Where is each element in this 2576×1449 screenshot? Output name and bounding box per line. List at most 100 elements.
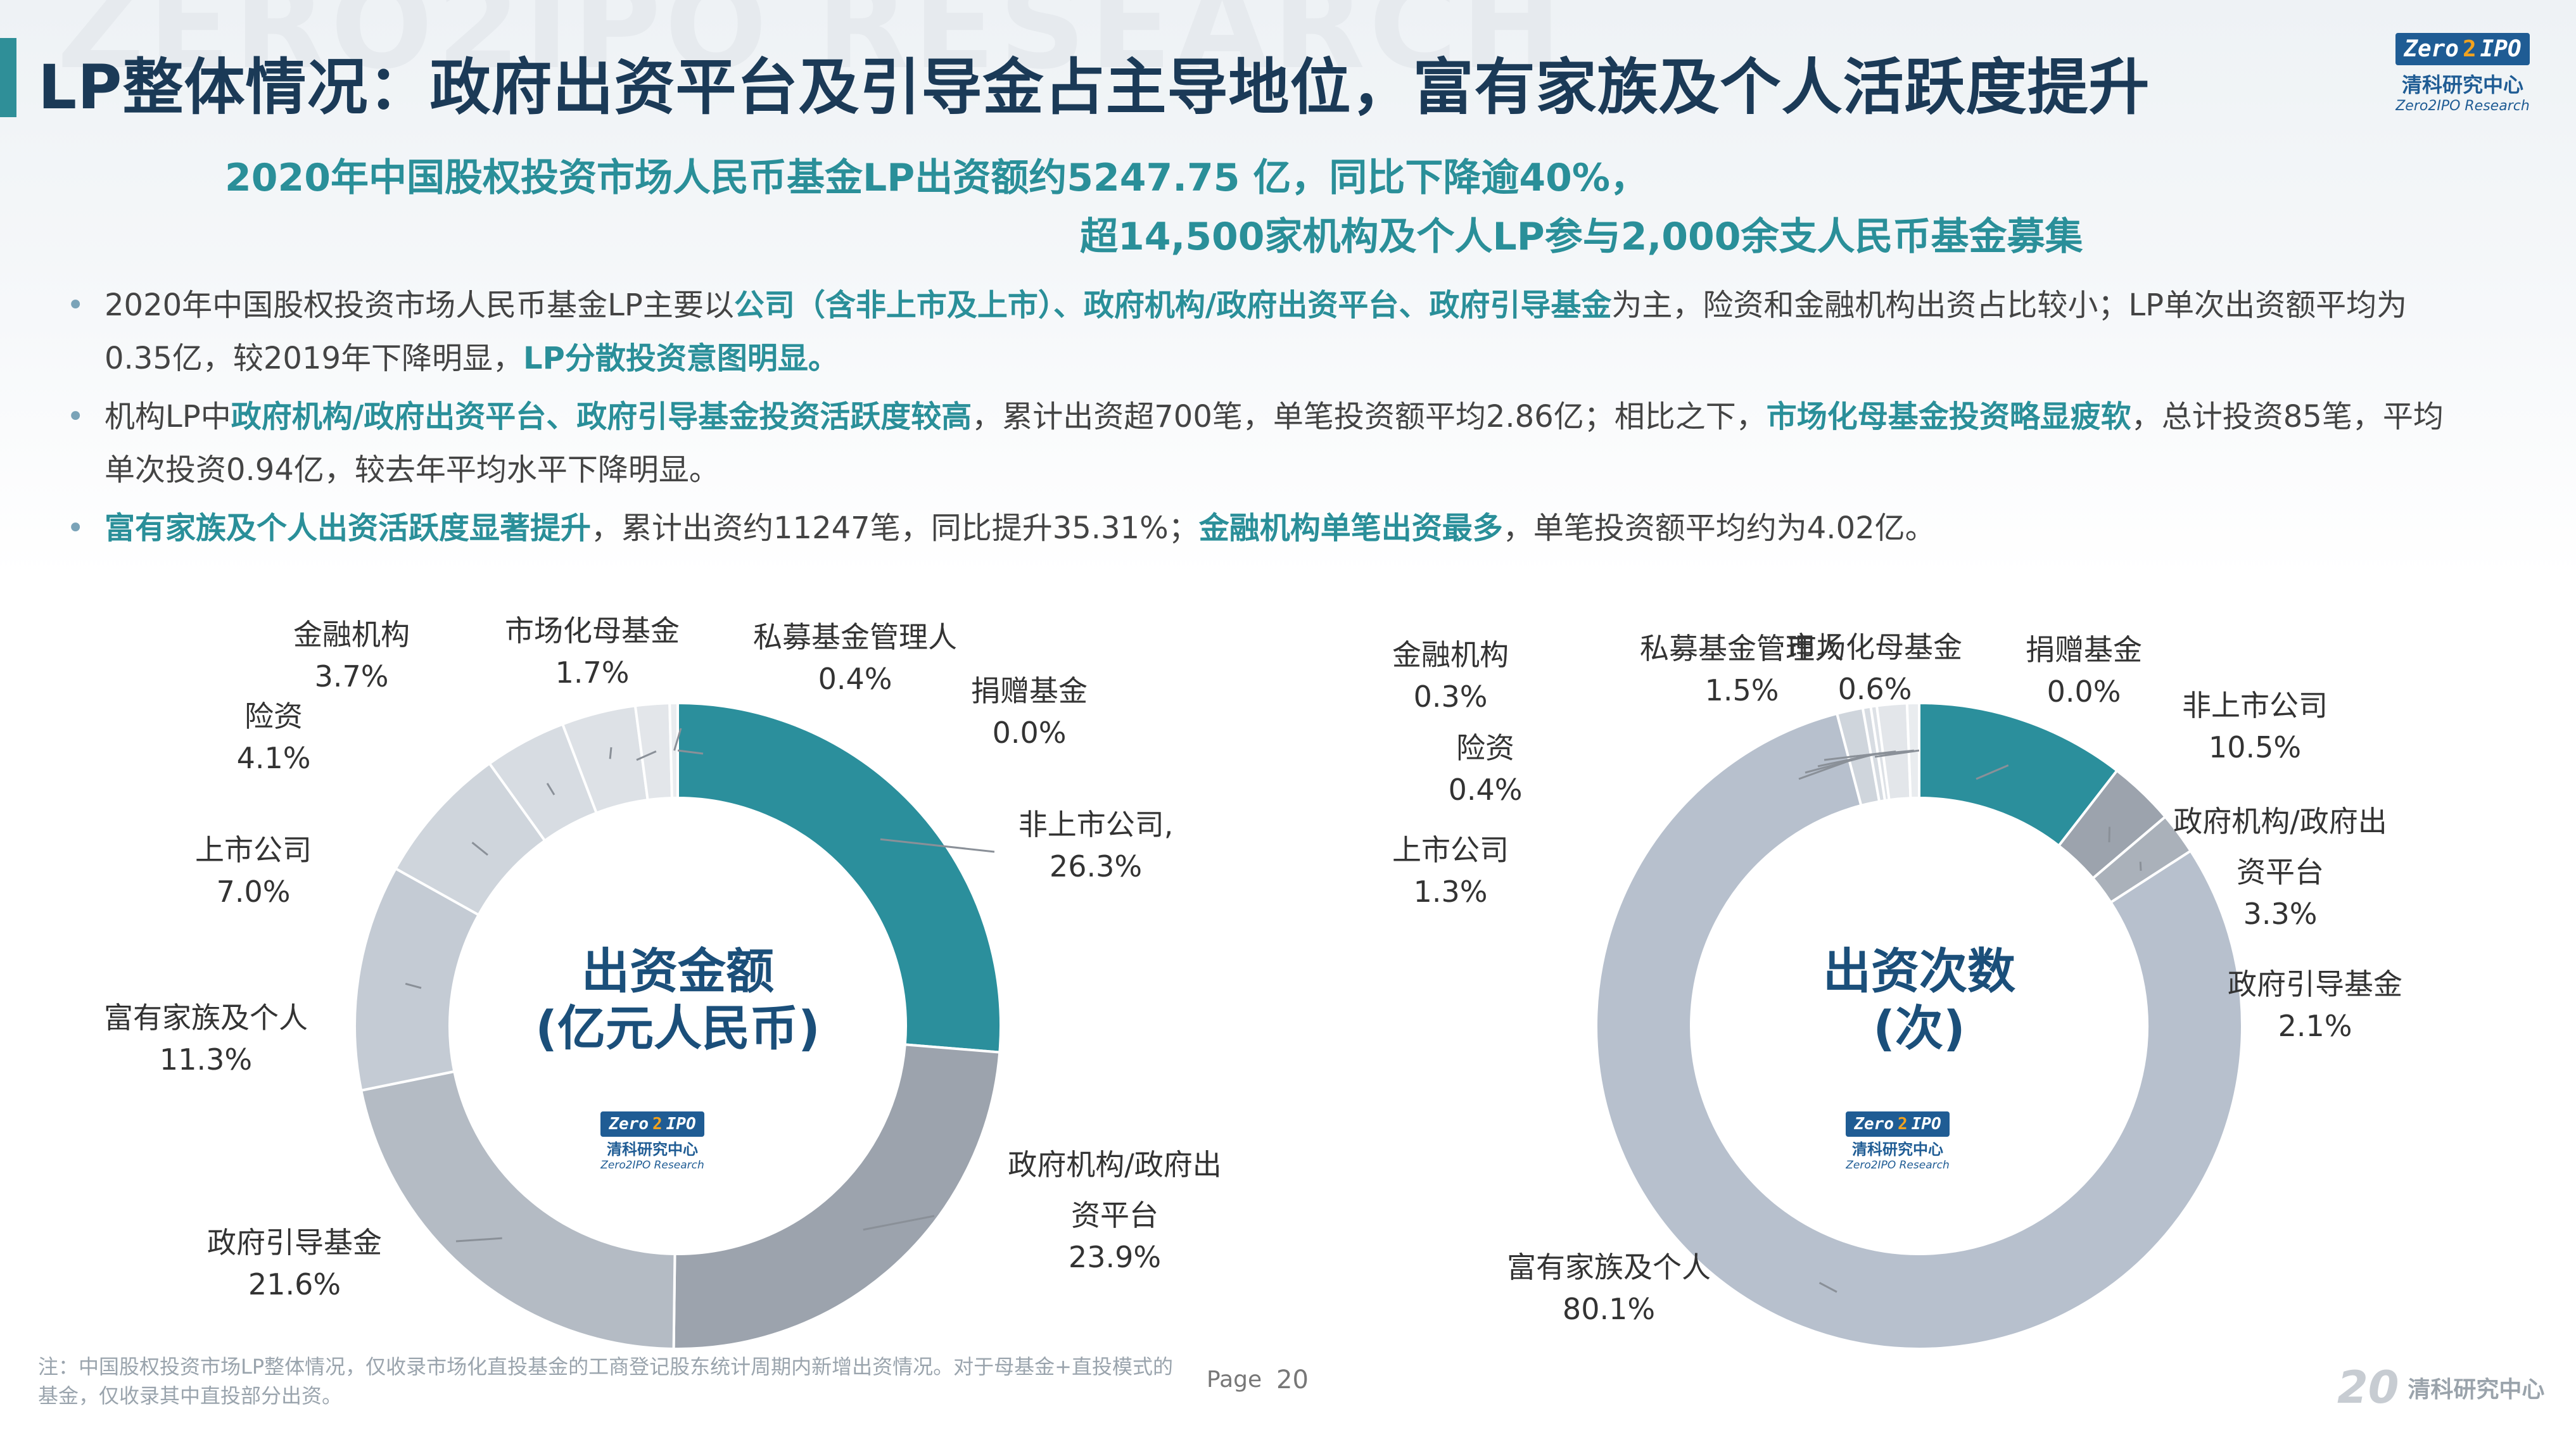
donut-hole [451, 799, 904, 1253]
bullet-dot: • [67, 399, 85, 434]
leader-line [1976, 764, 2009, 780]
donut-slice [359, 1070, 676, 1350]
slice-label-name: 上市公司 [195, 833, 312, 867]
leader-line [609, 747, 612, 759]
slice-label-value: 7.0% [217, 875, 291, 909]
bullet-list: • 2020年中国股权投资市场人民币基金LP主要以公司（含非上市及上市）、政府机构… [67, 279, 2473, 560]
leader-line [1874, 749, 1920, 758]
slice-label-name: 资平台 [1071, 1198, 1158, 1232]
chart-center-title: 出资金额 [581, 943, 774, 999]
slice-label-name: 险资 [1456, 731, 1514, 765]
leader-line [880, 838, 995, 853]
header-background [0, 0, 2576, 576]
slice-label-value: 1.7% [555, 655, 630, 690]
chart-center-subtitle: (亿元人民币) [535, 1000, 820, 1056]
chart1-logo: Zero 2 IPO 清科研究中心 Zero2IPO Research [589, 1111, 716, 1172]
slice-label-value: 3.3% [2243, 897, 2318, 931]
slice-label-name: 险资 [244, 699, 303, 733]
headline-line-1: 2020年中国股权投资市场人民币基金LP出资额约5247.75 亿，同比下降逾4… [225, 156, 1648, 200]
leader-line [1818, 1282, 1837, 1293]
bullet-item: • 富有家族及个人出资活跃度显著提升，累计出资约11247笔，同比提升35.31%… [67, 502, 2473, 555]
chart1-logo-badge: Zero 2 IPO [600, 1111, 704, 1137]
leader-line [863, 1215, 935, 1231]
bullet-text: 为主，险资和金融机构出资占比较小；LP单次出资额平均为0.35亿，较2019年下… [105, 288, 2408, 376]
slice-label-value: 0.0% [993, 716, 1067, 750]
chart1-logo-cn: 清科研究中心 [607, 1141, 698, 1158]
logo-cn: 清科研究中心 [2401, 73, 2523, 97]
bullet-text: 机构LP中 [105, 399, 231, 434]
bullet-highlight-text: 政府机构/政府出资平台、政府引导基金投资活跃度较高 [231, 399, 972, 434]
slice-label-value: 2.1% [2278, 1009, 2352, 1043]
slice-label-value: 0.6% [1838, 672, 1912, 706]
logo-badge-right: IPO [2480, 36, 2522, 62]
leader-line [471, 842, 488, 856]
slice-label-name: 市场化母基金 [505, 614, 680, 648]
page-label: Page [1207, 1367, 1262, 1393]
slice-label-value: 1.5% [1705, 673, 1779, 707]
donut-slice [676, 701, 1002, 1054]
watermark-text: ZERO2IPO RESEARCH [57, 0, 1566, 96]
slice-label-value: 26.3% [1050, 849, 1142, 883]
leader-line [2139, 861, 2142, 871]
headline-line-2: 超14,500家机构及个人LP参与2,000余支人民币基金募集 [1080, 215, 2083, 259]
slice-label-value: 11.3% [160, 1042, 252, 1077]
logo-badge: Zero 2 IPO [2395, 33, 2530, 65]
chart1-logo-badge-two: 2 [652, 1115, 663, 1134]
slice-label-name: 政府机构/政府出 [1008, 1148, 1222, 1182]
chart2-logo-badge-right: IPO [1911, 1115, 1941, 1134]
donut-slice [1595, 712, 2243, 1350]
slice-label-name: 富有家族及个人 [104, 1001, 308, 1035]
slice-label-name: 富有家族及个人 [1507, 1250, 1711, 1284]
bullet-item: • 2020年中国股权投资市场人民币基金LP主要以公司（含非上市及上市）、政府机构… [67, 279, 2473, 385]
slice-label-name: 政府引导基金 [2228, 967, 2402, 1001]
bullet-highlight-text: 金融机构单笔出资最多 [1198, 510, 1503, 546]
page-title: LP整体情况：政府出资平台及引导金占主导地位，富有家族及个人活跃度提升 [38, 52, 2150, 123]
bullet-text: ，累计出资约11247笔，同比提升35.31%； [591, 510, 1199, 546]
bottom-logo-number: 20 [2337, 1362, 2399, 1414]
logo-badge-two: 2 [2462, 36, 2477, 62]
slice-label-value: 23.9% [1069, 1240, 1161, 1274]
slice-label-value: 21.6% [248, 1267, 341, 1301]
slice-label-value: 10.5% [2209, 730, 2301, 764]
slice-label-value: 0.3% [1414, 680, 1488, 714]
donut-slice [668, 701, 679, 800]
slice-label-value: 0.0% [2047, 674, 2121, 709]
bullet-highlight-text: LP分散投资意图明显。 [523, 341, 839, 376]
donut-hole [1692, 799, 2146, 1253]
bullet-item: • 机构LP中政府机构/政府出资平台、政府引导基金投资活跃度较高，累计出资超700… [67, 390, 2473, 497]
slice-label-value: 4.1% [237, 741, 311, 775]
footer-note: 注：中国股权投资市场LP整体情况，仅收录市场化直投基金的工商登记股东统计周期内新… [38, 1355, 1173, 1408]
chart-center-subtitle: (次) [1873, 1000, 1965, 1056]
chart2-logo-badge: Zero 2 IPO [1846, 1111, 1950, 1137]
slice-label-value: 3.7% [315, 659, 389, 693]
logo-en: Zero2IPO Research [2395, 98, 2530, 114]
chart2-logo: Zero 2 IPO 清科研究中心 Zero2IPO Research [1834, 1111, 1961, 1172]
chart2-logo-badge-two: 2 [1898, 1115, 1908, 1134]
bullet-text: ，单笔投资额平均约为4.02亿。 [1502, 510, 1936, 546]
leader-line [546, 783, 555, 795]
chart2-logo-cn: 清科研究中心 [1852, 1141, 1943, 1158]
bullet-highlight-text: 公司（含非上市及上市）、政府机构/政府出资平台、政府引导基金 [733, 288, 1612, 323]
slice-label-value: 80.1% [1563, 1292, 1655, 1326]
bullet-text: 2020年中国股权投资市场人民币基金LP主要以 [105, 288, 734, 323]
leader-line [2108, 826, 2111, 843]
bullet-text: ，总计投资85笔，平均单次投资0.94亿，较去年平均水平下降明显。 [105, 399, 2444, 488]
slice-label-name: 政府引导基金 [207, 1225, 382, 1260]
slice-label-name: 私募基金管理人 [1640, 631, 1844, 666]
slice-label-value: 0.4% [818, 662, 892, 696]
page-number: 20 [1276, 1365, 1309, 1395]
chart1-logo-badge-right: IPO [666, 1115, 696, 1134]
leader-line [636, 750, 657, 761]
bottom-logo-cn: 清科研究中心 [2408, 1377, 2545, 1403]
bullet-highlight-text: 市场化母基金投资略显疲软 [1766, 399, 2131, 434]
leader-line [1849, 749, 1914, 758]
slice-label-name: 金融机构 [293, 617, 410, 652]
logo-badge-left: Zero [2404, 36, 2459, 62]
chart1-logo-badge-left: Zero [609, 1115, 649, 1134]
slice-label-name: 私募基金管理人 [753, 620, 957, 654]
slice-label-name: 资平台 [2237, 855, 2324, 889]
chart2-logo-badge-left: Zero [1854, 1115, 1894, 1134]
slice-label-name: 上市公司 [1392, 833, 1509, 867]
chart-center-title: 出资次数 [1823, 943, 2015, 999]
